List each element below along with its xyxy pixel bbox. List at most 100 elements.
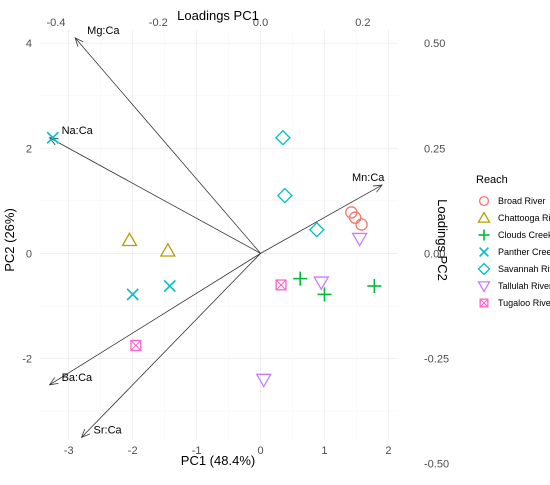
- marker-square: [275, 279, 287, 291]
- legend-entry-label: Savannah River: [498, 264, 550, 274]
- score-points: [46, 129, 382, 388]
- marker-x: [479, 247, 489, 257]
- marker-triangle-up: [121, 231, 138, 247]
- marker-triangle: [159, 242, 176, 257]
- top-tick-label: -0.2: [149, 17, 168, 29]
- marker-circle: [478, 195, 490, 207]
- marker-square-x-b: [479, 298, 489, 308]
- marker-plus: [367, 278, 382, 293]
- marker-diamond: [308, 221, 325, 238]
- loading-label: Mg:Ca: [87, 25, 120, 37]
- marker-triangle-up: [159, 242, 176, 257]
- legend-entry-label: Tallulah River: [498, 281, 550, 291]
- marker-triangle: [477, 211, 491, 223]
- legend: Reach Broad River Chattooga River Clouds Cr…: [476, 174, 550, 308]
- marker-diamond: [276, 187, 293, 204]
- legend-entry-label: Clouds Creek: [498, 230, 550, 240]
- marker-diamond: [275, 129, 291, 146]
- marker-triangle-down: [313, 276, 330, 291]
- marker-square-x-b: [130, 340, 142, 351]
- loading-vector: [49, 137, 261, 254]
- loading-vector: [260, 184, 383, 254]
- marker-triangle: [121, 231, 138, 247]
- right-tick-label: 0.25: [424, 143, 445, 155]
- marker-plus: [478, 229, 490, 241]
- marker-x: [46, 131, 59, 144]
- marker-x-b: [163, 279, 176, 293]
- grid-lines: [40, 30, 398, 440]
- loading-arrowhead: [48, 137, 59, 146]
- marker-square-x: [275, 279, 287, 291]
- x-tick-label: 0: [257, 445, 263, 457]
- legend-entry-label: Broad River: [498, 196, 546, 206]
- marker-triangle-down: [477, 281, 491, 293]
- marker-x: [163, 279, 176, 293]
- loading-vector: [81, 253, 261, 438]
- x-tick-label: 2: [385, 445, 391, 457]
- marker-triangle-down: [255, 373, 272, 388]
- marker-circle: [478, 195, 490, 207]
- loading-label: Ba:Ca: [62, 372, 93, 384]
- loading-label: Sr:Ca: [94, 424, 123, 436]
- top-tick-label: 0.2: [355, 17, 370, 29]
- loading-arrowhead: [48, 377, 59, 386]
- tick-labels: -3 -2 -1 0 1 2 -2 0 2 4 -0.4 -0.2 0.0 0.2 0.50 0.25 0.00…: [22, 17, 449, 471]
- marker-diamond: [308, 221, 325, 238]
- marker-square-x: [130, 339, 142, 351]
- marker-circle: [355, 218, 368, 231]
- x-tick-label: 1: [321, 445, 327, 457]
- legend-entry-label: Tugaloo River: [498, 298, 550, 308]
- marker-triangle-up: [477, 211, 491, 223]
- top-tick-label: -0.4: [46, 17, 65, 29]
- right-tick-label: 0.00: [424, 248, 445, 260]
- loading-vectors: Mg:Ca Na:Ca Mn:Ca Ba:Ca Sr:Ca: [48, 25, 385, 439]
- marker-circle: [355, 218, 368, 231]
- marker-plus: [293, 271, 308, 286]
- loading-label: Mn:Ca: [352, 172, 385, 184]
- marker-diamond: [275, 129, 291, 146]
- y-tick-label: 2: [26, 143, 32, 155]
- y-tick-label: 0: [26, 248, 32, 260]
- legend-entry-label: Panther Creek: [498, 247, 550, 257]
- marker-triangle-down: [351, 232, 368, 247]
- right-axis-title: Loadings PC2: [435, 199, 450, 281]
- right-tick-label: -0.50: [424, 459, 449, 471]
- legend-title: Reach: [476, 174, 508, 186]
- marker-diamond: [477, 262, 491, 276]
- marker-x-b: [479, 247, 489, 257]
- loading-vector: [74, 37, 261, 254]
- loading-vector: [49, 253, 261, 386]
- marker-triangle-down: [351, 232, 368, 247]
- right-tick-label: -0.25: [424, 354, 449, 366]
- marker-square-x-b: [275, 279, 287, 291]
- marker-triangle-down: [255, 373, 272, 388]
- marker-diamond: [276, 187, 293, 204]
- x-tick-label: -1: [192, 445, 202, 457]
- right-tick-label: 0.50: [424, 38, 445, 50]
- legend-entry-label: Chattooga River: [498, 213, 550, 223]
- marker-square-x: [479, 298, 489, 308]
- x-tick-label: -2: [128, 445, 138, 457]
- y-tick-label: 4: [26, 38, 32, 50]
- marker-square: [479, 298, 489, 308]
- x-axis-title: PC1 (48.4%): [181, 453, 255, 468]
- marker-plus: [317, 287, 332, 302]
- loading-label: Na:Ca: [62, 125, 94, 137]
- marker-x-b: [46, 131, 59, 144]
- y-axis-title: PC2 (26%): [2, 208, 17, 272]
- marker-x: [126, 288, 139, 301]
- marker-triangle-down: [477, 281, 491, 293]
- marker-square: [130, 339, 142, 351]
- loading-arrowhead: [373, 184, 383, 193]
- marker-circle: [348, 211, 362, 224]
- loading-arrowhead: [74, 37, 84, 47]
- marker-triangle-down: [313, 276, 330, 291]
- y-tick-label: -2: [22, 354, 32, 366]
- x-tick-label: -3: [64, 445, 74, 457]
- marker-x-b: [126, 288, 139, 301]
- loading-arrowhead: [80, 428, 91, 439]
- top-axis-title: Loadings PC1: [177, 8, 259, 23]
- marker-circle: [348, 211, 362, 224]
